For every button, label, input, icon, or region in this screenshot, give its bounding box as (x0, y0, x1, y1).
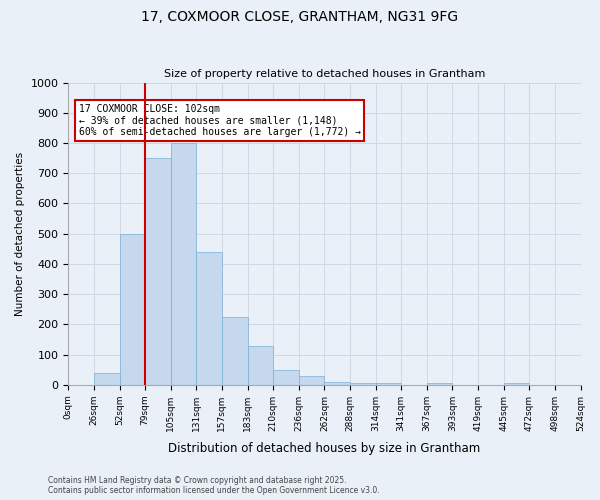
Bar (145, 158, 171, 385)
Y-axis label: Number of detached properties: Number of detached properties (15, 152, 25, 316)
Bar (350, 384, 376, 385)
X-axis label: Distribution of detached houses by size in Grantham: Distribution of detached houses by size … (168, 442, 481, 455)
Bar (171, 143, 196, 385)
Bar (119, 234, 145, 385)
Bar (196, 252, 222, 385)
Bar (299, 376, 325, 385)
Bar (503, 384, 529, 385)
Title: Size of property relative to detached houses in Grantham: Size of property relative to detached ho… (164, 69, 485, 79)
Text: Contains HM Land Registry data © Crown copyright and database right 2025.
Contai: Contains HM Land Registry data © Crown c… (48, 476, 380, 495)
Text: 17, COXMOOR CLOSE, GRANTHAM, NG31 9FG: 17, COXMOOR CLOSE, GRANTHAM, NG31 9FG (142, 10, 458, 24)
Text: 17 COXMOOR CLOSE: 102sqm
← 39% of detached houses are smaller (1,148)
60% of sem: 17 COXMOOR CLOSE: 102sqm ← 39% of detach… (79, 104, 361, 137)
Bar (248, 346, 273, 385)
Bar (376, 384, 401, 385)
Bar (222, 317, 248, 385)
Bar (94, 372, 119, 385)
Bar (273, 370, 299, 385)
Bar (325, 382, 350, 385)
Bar (427, 384, 452, 385)
